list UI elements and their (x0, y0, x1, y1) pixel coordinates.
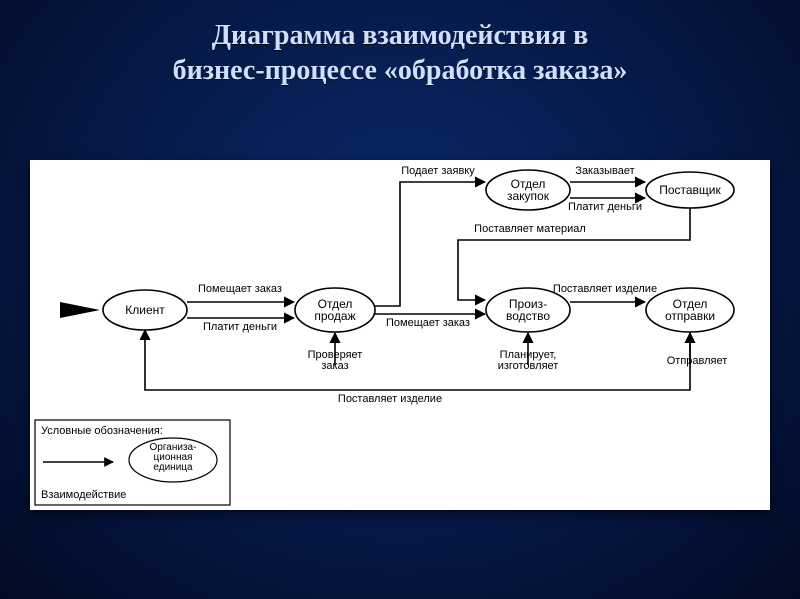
svg-text:Отправляет: Отправляет (667, 355, 728, 367)
svg-text:Помещает заказ: Помещает заказ (386, 317, 470, 329)
svg-text:Организа-ционнаяединица: Организа-ционнаяединица (150, 442, 197, 473)
flow-diagram: Помещает заказ Платит деньги Проверяетзака… (30, 160, 770, 510)
svg-text:Взаимодействие: Взаимодействие (41, 489, 126, 501)
svg-text:Условные обозначения:: Условные обозначения: (41, 425, 163, 437)
svg-text:Планирует,изготовляет: Планирует,изготовляет (498, 349, 559, 372)
svg-text:Поставляет материал: Поставляет материал (474, 223, 586, 235)
page-title: Диаграмма взаимодействия в бизнес-процес… (0, 0, 800, 88)
svg-text:Поставляет изделие: Поставляет изделие (553, 283, 657, 295)
svg-text:Поставщик: Поставщик (659, 183, 721, 197)
svg-text:Заказывает: Заказывает (575, 165, 634, 177)
svg-text:Произ-водство: Произ-водство (506, 297, 550, 323)
title-line-2: бизнес-процессе «обработка заказа» (173, 55, 628, 86)
svg-text:Платит деньги: Платит деньги (203, 321, 277, 333)
svg-text:Поставляет изделие: Поставляет изделие (338, 393, 442, 405)
svg-text:Помещает заказ: Помещает заказ (198, 283, 282, 295)
svg-text:Отделзакупок: Отделзакупок (507, 177, 550, 203)
svg-text:Проверяетзаказ: Проверяетзаказ (308, 349, 363, 372)
diagram-panel: Помещает заказ Платит деньги Проверяетзака… (30, 160, 770, 510)
svg-text:Платит деньги: Платит деньги (568, 201, 642, 213)
svg-text:Клиент: Клиент (125, 303, 165, 317)
svg-text:Отделпродаж: Отделпродаж (314, 297, 355, 323)
svg-text:Подает заявку: Подает заявку (401, 165, 475, 177)
title-line-1: Диаграмма взаимодействия в (212, 20, 588, 51)
